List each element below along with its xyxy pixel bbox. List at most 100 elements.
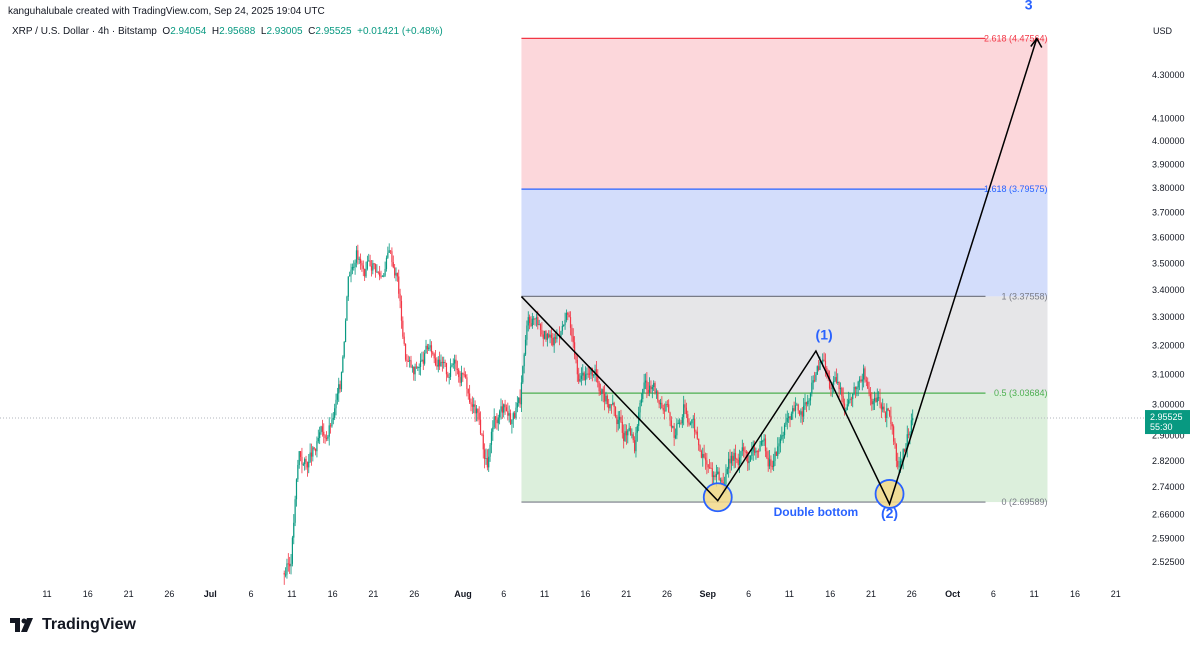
candle-body [392, 262, 394, 268]
candle-body [365, 268, 367, 277]
candle-body [729, 458, 731, 464]
candle-body [362, 265, 364, 269]
candle-body [406, 359, 408, 361]
candle-body [398, 276, 400, 294]
candle-body [310, 452, 313, 457]
candle-body [654, 383, 656, 393]
candle-body [541, 330, 543, 335]
candle-body [741, 447, 743, 452]
candle-body [678, 422, 681, 424]
candle-body [619, 416, 621, 420]
candle-body [809, 393, 812, 401]
candle-body [374, 264, 377, 272]
candle-body [856, 387, 858, 390]
fib-zone [521, 38, 1048, 190]
candle-body [620, 416, 622, 422]
candle-body [759, 444, 761, 452]
date-tick-label: 6 [248, 589, 253, 599]
candle-body [828, 375, 831, 389]
candle-body [905, 448, 907, 452]
price-tick-label: 2.66000 [1152, 509, 1185, 519]
candle-body [324, 435, 326, 439]
date-tick-label: 11 [785, 589, 794, 599]
candle-body [477, 408, 479, 413]
candle-body [385, 257, 388, 269]
candle-body [411, 366, 413, 368]
candle-body [380, 276, 382, 278]
candle-body [387, 252, 389, 258]
fib-level-label: 1.618 (3.79575) [984, 184, 1048, 194]
candle-body [661, 402, 663, 409]
candle-body [580, 375, 583, 379]
candle-body [903, 449, 906, 452]
date-tick-label: 26 [907, 589, 917, 599]
candle-body [631, 434, 633, 436]
open-label: O [162, 26, 171, 37]
candle-body [466, 377, 468, 390]
date-tick-label: 26 [662, 589, 672, 599]
candle-body [287, 563, 289, 565]
candle-body [704, 457, 707, 461]
date-tick-label: 11 [540, 589, 549, 599]
candle-body [864, 368, 866, 381]
candle-body [658, 400, 660, 405]
candle-body [293, 522, 295, 538]
candle-body [793, 408, 795, 411]
candle-body [643, 382, 645, 390]
candle-body [737, 459, 739, 466]
candle-body [319, 432, 321, 438]
candle-body [869, 393, 872, 399]
candle-body [792, 408, 794, 414]
candle-body [376, 271, 378, 273]
candle-body [444, 362, 446, 364]
candle-body [898, 466, 900, 468]
candle-body [597, 375, 599, 383]
wave-annotation: 3 [1025, 0, 1033, 12]
candle-body [419, 360, 422, 367]
candle-body [542, 334, 544, 339]
candle-body [608, 404, 610, 409]
candle-body [522, 366, 524, 383]
price-tick-label: 4.30000 [1152, 70, 1185, 80]
candle-body [535, 317, 538, 319]
candle-body [328, 425, 330, 437]
candle-body [823, 359, 825, 361]
low-label: L [260, 26, 267, 37]
candle-body [901, 460, 903, 462]
candle-body [569, 317, 572, 328]
candle-body [666, 403, 668, 405]
high-value: 2.95688 [219, 26, 256, 37]
fib-zone [521, 189, 1048, 297]
candle-body [647, 389, 649, 394]
tradingview-logo: TradingView [10, 616, 136, 634]
candle-body [893, 426, 895, 442]
candle-body [834, 377, 836, 381]
candle-body [313, 447, 315, 449]
candle-body [343, 341, 345, 357]
candle-body [497, 417, 499, 424]
bottom-highlight-circle [702, 482, 733, 513]
candle-body [822, 359, 824, 363]
candle-body [876, 397, 878, 403]
last-price-badge [1145, 410, 1190, 435]
candle-body [865, 380, 867, 382]
candle-body [695, 431, 697, 433]
candle-body [766, 451, 768, 458]
candle-body [639, 402, 641, 413]
candle-body [463, 374, 465, 376]
fib-level-label: 2.618 (4.47564) [984, 33, 1048, 43]
candle-body [452, 363, 454, 365]
candle-body [284, 574, 287, 576]
candle-body [783, 424, 786, 436]
candle-body [402, 320, 404, 337]
candle-body [887, 408, 889, 411]
candle-body [646, 380, 648, 390]
candle-body [648, 385, 651, 394]
candle-body [700, 451, 702, 458]
candle-body [816, 366, 818, 375]
price-tick-label: 3.60000 [1152, 233, 1185, 243]
candle-body [680, 422, 682, 424]
date-tick-label: 26 [409, 589, 419, 599]
candle-body [850, 398, 852, 400]
